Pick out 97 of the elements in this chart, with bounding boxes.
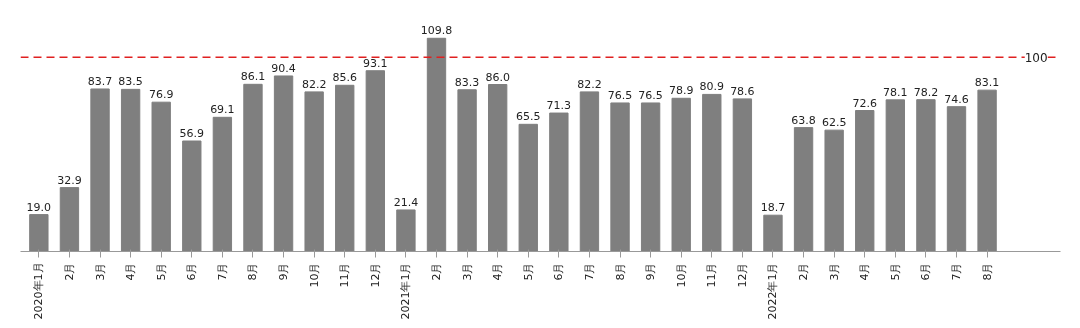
data-label: 72.6 [852, 96, 877, 110]
x-tick-label: 5月 [521, 262, 535, 281]
x-tick-label: 6月 [552, 262, 566, 281]
data-label: 62.5 [821, 116, 847, 130]
x-tick-label: 5月 [888, 262, 902, 281]
data-label: 19.0 [26, 200, 52, 214]
x-tick-label: 4月 [124, 262, 138, 281]
data-label: 78.1 [883, 85, 908, 99]
bar [793, 127, 814, 252]
bar [640, 102, 661, 252]
bar [977, 89, 997, 252]
bar [90, 88, 110, 252]
x-tick-label: 4月 [858, 262, 872, 281]
data-label: 76.5 [607, 88, 633, 102]
bar [518, 123, 538, 252]
data-label: 74.6 [944, 92, 969, 106]
data-label: 83.1 [974, 76, 1000, 90]
bar [549, 112, 569, 252]
x-tick-label: 7月 [582, 262, 596, 281]
ref-line-label: 100 [1024, 50, 1048, 65]
data-label: 71.3 [546, 99, 572, 113]
x-tick-label: 2月 [797, 262, 811, 281]
bar [335, 84, 355, 252]
bar [885, 99, 905, 252]
x-tick-label: 10月 [307, 262, 321, 288]
x-tick-label: 5月 [154, 262, 168, 281]
bar [732, 98, 753, 252]
bar [396, 209, 416, 252]
bar [946, 106, 967, 252]
x-tick-label: 2022年1月 [766, 262, 780, 320]
bar [488, 84, 508, 252]
x-tick-label: 7月 [950, 262, 963, 281]
data-label: 69.1 [210, 103, 235, 117]
data-label: 65.5 [516, 110, 541, 124]
data-label: 82.2 [301, 77, 327, 91]
x-tick-label: 2020年1月 [32, 262, 46, 320]
data-label: 82.2 [577, 77, 602, 91]
x-tick-label: 11月 [338, 262, 352, 288]
bar [610, 102, 630, 252]
bar [120, 88, 141, 252]
data-label: 32.9 [57, 173, 82, 187]
data-label: 78.9 [668, 84, 694, 98]
data-label: 83.3 [454, 75, 480, 89]
bar [855, 110, 875, 252]
data-label: 93.1 [363, 56, 388, 70]
x-tick-label: 8月 [980, 262, 994, 281]
x-tick-label: 8月 [246, 262, 260, 281]
bar [59, 187, 80, 252]
x-tick-label: 4月 [491, 262, 505, 281]
x-tick-label: 12月 [735, 262, 749, 288]
data-label: 83.7 [87, 74, 113, 88]
bar [29, 214, 49, 252]
x-tick-label: 10月 [674, 262, 688, 288]
x-tick-label: 3月 [460, 262, 474, 281]
x-tick-label: 12月 [368, 262, 382, 288]
data-label: 21.4 [393, 195, 419, 209]
data-label: 86.0 [485, 70, 510, 84]
x-tick-label: 6月 [185, 262, 199, 281]
data-label: 56.9 [179, 127, 205, 141]
data-label: 83.5 [118, 75, 143, 89]
x-tick-label: 6月 [919, 262, 933, 281]
data-label: 85.6 [332, 71, 357, 85]
bar [426, 37, 447, 252]
data-label: 18.7 [760, 201, 786, 215]
data-label: 76.9 [148, 88, 174, 102]
bar [579, 91, 600, 252]
x-tick-label: 9月 [277, 262, 291, 281]
bar [824, 129, 844, 252]
x-tick-label: 2021年1月 [399, 262, 413, 320]
data-label: 80.9 [699, 80, 725, 94]
bar [304, 91, 324, 252]
bar [273, 75, 294, 252]
data-label: 78.6 [730, 84, 755, 98]
data-label: 63.8 [791, 113, 816, 127]
bar [916, 99, 936, 252]
x-tick-label: 7月 [215, 262, 229, 281]
bar [243, 83, 263, 252]
x-tick-label: 3月 [93, 262, 107, 281]
x-tick-label: 8月 [613, 262, 627, 281]
bar [365, 70, 385, 252]
bar [457, 89, 477, 252]
data-label: 86.1 [240, 70, 266, 84]
bar [151, 101, 171, 252]
x-tick-label: 3月 [827, 262, 841, 281]
data-label: 76.5 [638, 88, 663, 102]
data-label: 109.8 [420, 24, 453, 38]
bar [671, 97, 691, 252]
bar [182, 140, 202, 252]
data-label: 78.2 [913, 85, 939, 99]
bar [763, 214, 783, 252]
data-label: 90.4 [271, 61, 296, 75]
x-tick-label: 11月 [705, 262, 719, 288]
bar [212, 116, 233, 252]
bar [702, 93, 722, 252]
x-tick-label: 9月 [644, 262, 658, 281]
x-tick-label: 2月 [430, 262, 443, 281]
x-tick-label: 2月 [62, 262, 76, 281]
